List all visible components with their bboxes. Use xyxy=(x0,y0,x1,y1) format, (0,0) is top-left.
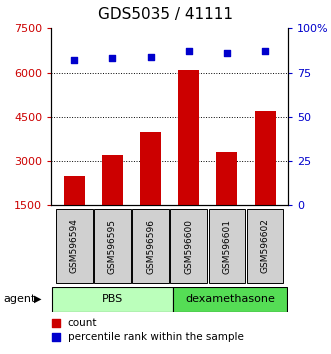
Point xyxy=(186,48,191,54)
Text: GSM596601: GSM596601 xyxy=(222,218,231,274)
Text: GSM596600: GSM596600 xyxy=(184,218,193,274)
Bar xyxy=(178,70,199,205)
Bar xyxy=(94,209,131,284)
Bar xyxy=(140,132,161,205)
Bar xyxy=(216,152,237,205)
Text: GSM596602: GSM596602 xyxy=(260,218,269,274)
Bar xyxy=(209,209,245,284)
Text: GSM596594: GSM596594 xyxy=(70,218,79,274)
Point xyxy=(71,57,77,63)
Text: ▶: ▶ xyxy=(34,294,42,304)
Point xyxy=(210,124,215,129)
Point xyxy=(262,48,268,54)
Bar xyxy=(64,176,85,205)
Bar xyxy=(132,209,169,284)
Text: GSM596595: GSM596595 xyxy=(108,218,117,274)
Text: count: count xyxy=(68,318,97,328)
Bar xyxy=(52,287,173,312)
Bar xyxy=(173,287,287,312)
Bar xyxy=(247,209,283,284)
Text: GDS5035 / 41111: GDS5035 / 41111 xyxy=(98,7,233,22)
Bar xyxy=(170,209,207,284)
Bar xyxy=(255,111,276,205)
Text: agent: agent xyxy=(3,294,36,304)
Point xyxy=(210,254,215,259)
Text: dexamethasone: dexamethasone xyxy=(185,294,275,304)
Bar xyxy=(102,155,123,205)
Point xyxy=(148,54,153,59)
Text: percentile rank within the sample: percentile rank within the sample xyxy=(68,332,244,342)
Text: GSM596596: GSM596596 xyxy=(146,218,155,274)
Point xyxy=(110,56,115,61)
Point xyxy=(224,50,229,56)
Text: PBS: PBS xyxy=(102,294,123,304)
Bar xyxy=(56,209,93,284)
